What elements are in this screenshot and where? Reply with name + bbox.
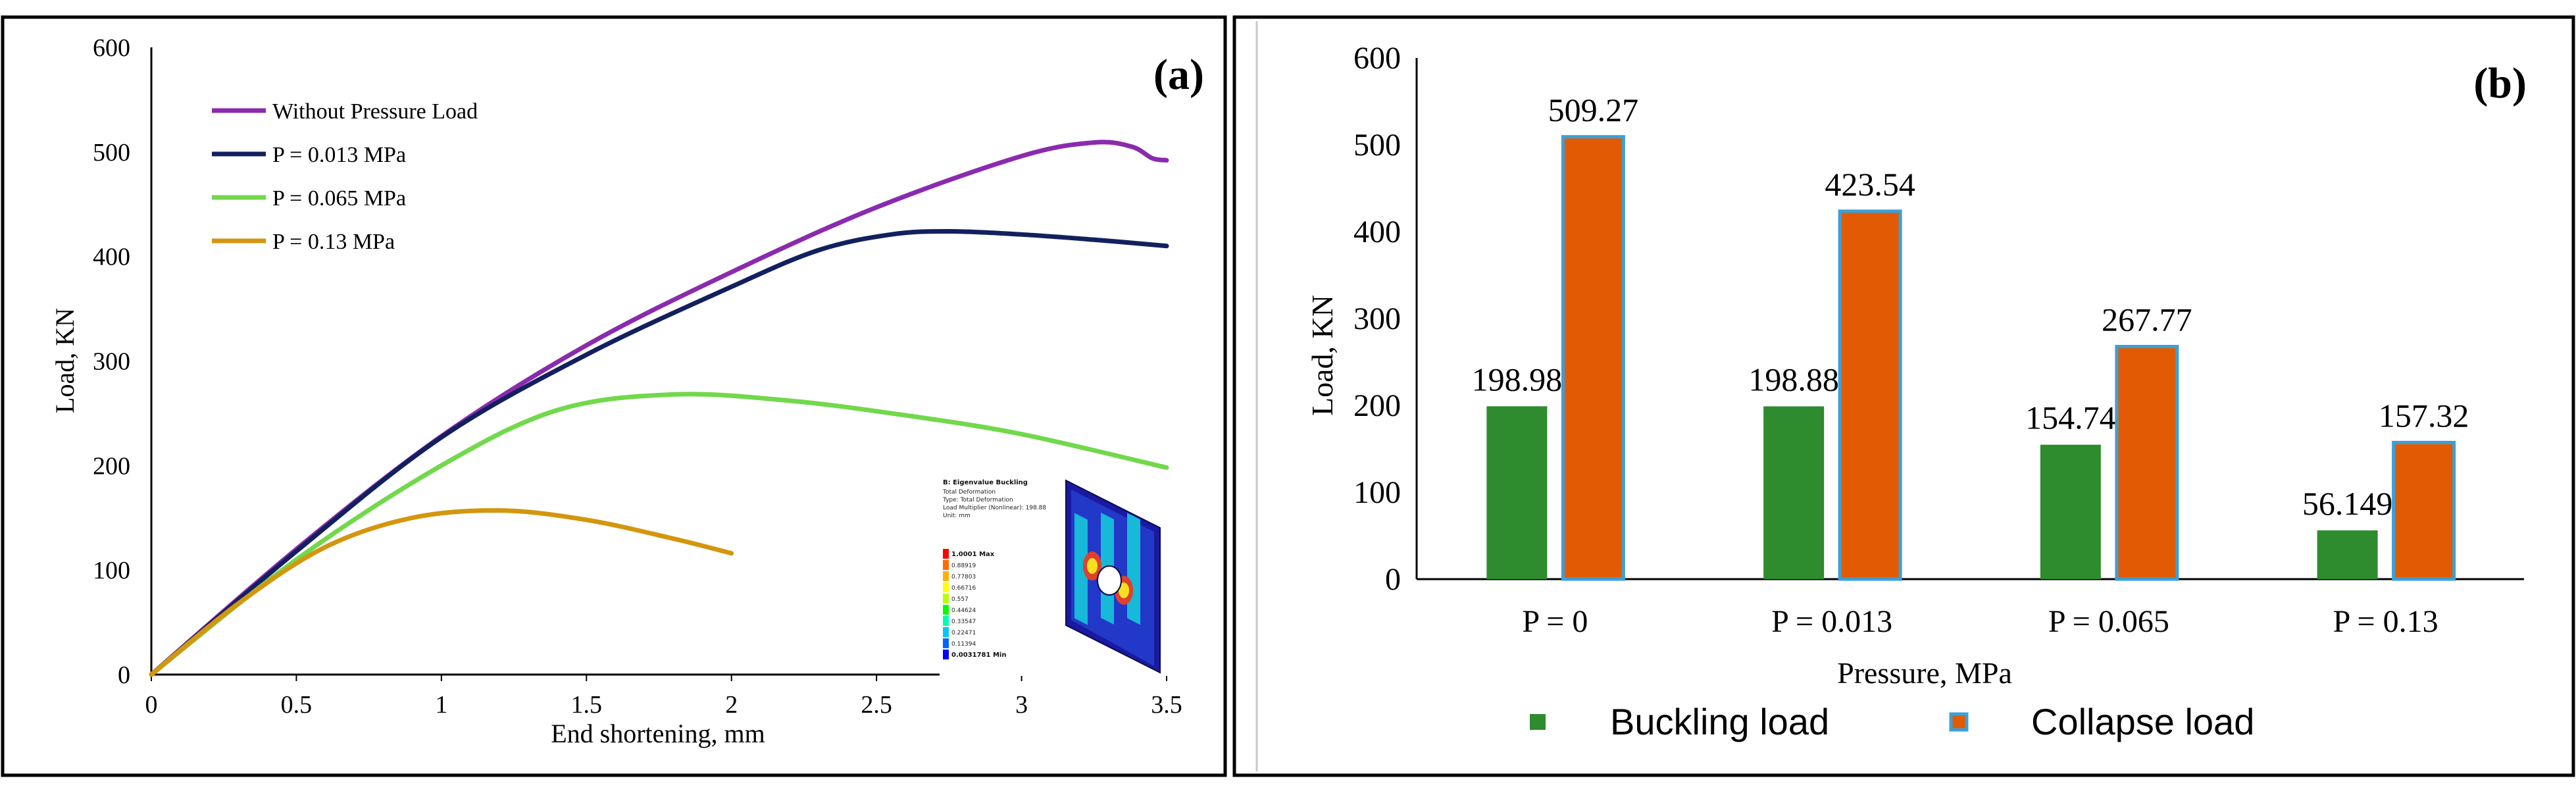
- inset-scale-swatch: [943, 560, 949, 570]
- panel-a: 0 100 200 300 400 500 600 0 0.5 1 1.5 2 2.5 3 3.5 Loa…: [1, 15, 1227, 777]
- inset-scale-swatch: [943, 638, 949, 648]
- panel-a-y-tick-label: 500: [93, 139, 130, 167]
- panel-a-y-tick-label: 0: [118, 661, 130, 689]
- panel-a-legend-label: P = 0.13 MPa: [272, 230, 395, 254]
- inset-scale-value: 0.0031781 Min: [951, 652, 1006, 659]
- panel-b-legend-label: Collapse load: [2031, 701, 2254, 742]
- panel-b-data-label: 198.98: [1472, 361, 1563, 397]
- panel-b-legend-label: Buckling load: [1610, 701, 1829, 742]
- inset-color-scale: 1.0001 Max 0.88919 0.77803 0.66716 0.557 0.44…: [943, 549, 1006, 659]
- panel-b-y-ticks: 0 100 200 300 400 500 600: [1353, 41, 1401, 597]
- inset-line: Load Multiplier (Nonlinear): 198.88: [943, 505, 1046, 511]
- panel-a-y-tick-label: 400: [93, 244, 130, 271]
- panel-a-x-tick-label: 0.5: [281, 691, 313, 719]
- panel-b-category-label: P = 0: [1522, 604, 1588, 639]
- inset-fea-image: B: Eigenvalue Buckling Total Deformation…: [940, 475, 1170, 676]
- panel-b-bar: [1763, 406, 1825, 579]
- panel-a-series-line: [149, 392, 1169, 677]
- inset-line: Type: Total Deformation: [942, 497, 1013, 503]
- panel-b-letter: (b): [2473, 59, 2527, 107]
- inset-plate: [1065, 479, 1161, 674]
- panel-b-bar: [2115, 345, 2179, 581]
- inset-scale-swatch: [943, 616, 949, 626]
- panel-a-x-ticks: 0 0.5 1 1.5 2 2.5 3 3.5: [145, 675, 1182, 719]
- inset-scale-value: 0.77803: [951, 574, 976, 580]
- inset-scale-swatch: [943, 627, 949, 637]
- inset-scale-value: 0.22471: [951, 630, 976, 636]
- panel-a-y-tick-label: 200: [93, 452, 130, 480]
- inset-scale-swatch: [943, 605, 949, 615]
- panel-b-y-axis-title: Load, KN: [1305, 295, 1339, 416]
- panel-a-x-tick-label: 2.5: [861, 691, 892, 719]
- panel-a-legend-label: P = 0.013 MPa: [272, 143, 406, 167]
- panel-a-series-line: [149, 229, 1169, 677]
- panel-b-legend-swatch: [1949, 712, 1969, 732]
- panel-a-x-tick-label: 3: [1015, 691, 1028, 719]
- panel-a-y-ticks: 0 100 200 300 400 500 600: [93, 34, 130, 689]
- panel-b-data-label: 154.74: [2025, 399, 2116, 436]
- panel-a-y-tick-label: 600: [93, 34, 130, 62]
- inset-scale-value: 0.88919: [951, 563, 976, 569]
- panel-b-category-label: P = 0.065: [2048, 604, 2169, 639]
- panel-b-y-tick-label: 300: [1353, 301, 1401, 336]
- inset-scale-value: 0.44624: [951, 607, 976, 614]
- panel-b: 0 100 200 300 400 500 600 198.98 509.27 198.88 42…: [1232, 15, 2575, 777]
- panel-a-series: [149, 140, 1169, 677]
- panel-b-bar: [1486, 406, 1548, 579]
- panel-b-x-axis-title: Pressure, MPa: [1837, 656, 2012, 690]
- panel-b-categories: P = 0 P = 0.013 P = 0.065 P = 0.13: [1522, 604, 2438, 639]
- inset-line: Unit: mm: [943, 513, 971, 519]
- panel-a-x-axis-title: End shortening, mm: [551, 719, 765, 748]
- panel-b-legend-swatch: [1530, 714, 1546, 730]
- inset-scale-swatch: [943, 650, 949, 659]
- panel-b-bar: [2317, 530, 2378, 579]
- inset-scale-value: 1.0001 Max: [951, 551, 995, 558]
- inset-scale-value: 0.557: [951, 596, 969, 603]
- panel-a-legend-label: P = 0.065 MPa: [272, 186, 406, 211]
- panel-b-data-label: 198.88: [1748, 361, 1839, 397]
- panel-b-data-label: 157.32: [2379, 397, 2469, 434]
- panel-b-bar: [1561, 135, 1625, 581]
- panel-b-legend: Buckling load Collapse load: [1530, 701, 2254, 742]
- panel-b-y-tick-label: 100: [1353, 475, 1401, 510]
- inset-scale-swatch: [943, 571, 949, 581]
- panel-b-data-label: 56.149: [2302, 485, 2393, 522]
- inset-scale-swatch: [943, 582, 949, 592]
- inset-line: Total Deformation: [942, 489, 996, 496]
- panel-b-category-label: P = 0.013: [1771, 604, 1892, 639]
- inset-scale-value: 0.66716: [951, 585, 976, 592]
- panel-b-bar: [2040, 444, 2101, 579]
- panel-b-category-label: P = 0.13: [2333, 604, 2438, 639]
- panel-a-legend-label: Without Pressure Load: [272, 99, 478, 124]
- panel-a-legend: Without Pressure Load P = 0.013 MPa P = 0.…: [212, 99, 478, 254]
- inset-scale-swatch: [943, 594, 949, 603]
- inset-title: B: Eigenvalue Buckling: [943, 479, 1028, 486]
- inset-scale-value: 0.33547: [951, 619, 976, 625]
- inset-scale-swatch: [943, 549, 949, 559]
- panel-a-series-line: [149, 508, 734, 677]
- panel-b-frame: [1232, 15, 2575, 777]
- panel-a-letter: (a): [1153, 51, 1204, 99]
- panel-b-data-label: 509.27: [1548, 91, 1639, 128]
- panel-b-data-label: 423.54: [1825, 166, 1915, 203]
- panel-b-bar: [1838, 209, 1902, 581]
- panel-a-x-tick-label: 1.5: [571, 691, 603, 719]
- panel-a-y-axis-title: Load, KN: [50, 308, 80, 413]
- panel-a-x-tick-label: 1: [435, 691, 447, 719]
- panel-b-bar: [2392, 440, 2456, 581]
- panel-a-x-tick-label: 3.5: [1151, 691, 1182, 719]
- panel-a-x-tick-label: 0: [145, 691, 158, 719]
- panel-b-y-tick-label: 200: [1353, 388, 1401, 423]
- panel-b-y-tick-label: 600: [1353, 41, 1401, 76]
- panel-b-y-tick-label: 500: [1353, 128, 1401, 163]
- panel-b-y-tick-label: 400: [1353, 215, 1401, 249]
- panel-a-y-tick-label: 300: [93, 348, 130, 376]
- panel-b-data-label: 267.77: [2102, 301, 2192, 338]
- inset-scale-value: 0.11394: [951, 641, 976, 648]
- panel-a-y-tick-label: 100: [93, 557, 130, 584]
- panel-b-bars: 198.98 509.27 198.88 423.54 154.74 267.77 56.1…: [1472, 91, 2469, 581]
- panel-b-y-tick-label: 0: [1385, 562, 1401, 597]
- panel-a-x-tick-label: 2: [725, 691, 738, 719]
